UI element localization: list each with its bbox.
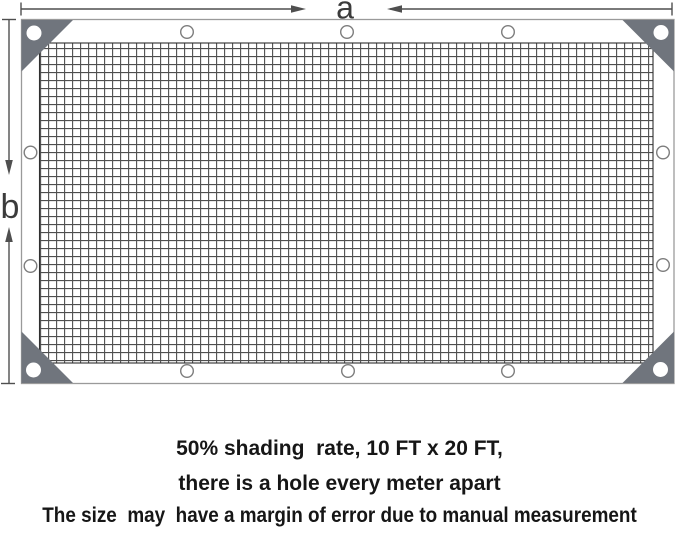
caption-line-1: 50% shading rate, 10 FT x 20 FT, <box>176 437 503 460</box>
grommet-icon <box>341 364 356 379</box>
edge-grommets <box>23 25 671 379</box>
grommet-icon <box>501 364 516 379</box>
arrow-down-icon <box>5 160 13 175</box>
grommet-icon <box>340 25 355 40</box>
dimension-b-label: b <box>1 188 20 226</box>
dimension-a-arrowheads <box>291 5 402 13</box>
grommet-icon <box>501 25 516 40</box>
grommet-icon <box>653 362 668 377</box>
grommet-icon <box>179 25 194 40</box>
mesh-net <box>38 42 654 364</box>
shade-net-diagram: a b <box>1 0 675 385</box>
arrow-left-icon <box>387 5 402 13</box>
grommet-icon <box>26 25 42 41</box>
mesh-area <box>38 42 654 364</box>
dimension-b <box>1 18 16 385</box>
grommet-icon <box>656 258 671 273</box>
grommet-icon <box>653 25 669 40</box>
dimension-a <box>20 2 673 16</box>
grommet-icon <box>179 364 194 379</box>
grommet-icon <box>26 362 41 378</box>
dimension-b-arrowheads <box>5 160 13 242</box>
caption-line-3: The size may have a margin of error due … <box>42 504 637 527</box>
caption-line-2: there is a hole every meter apart <box>178 472 501 495</box>
arrow-right-icon <box>291 5 306 13</box>
grommet-icon <box>656 145 671 160</box>
corner-grommets <box>26 25 669 378</box>
grommet-icon <box>23 145 38 160</box>
arrow-up-icon <box>5 227 13 242</box>
grommet-icon <box>23 259 38 274</box>
